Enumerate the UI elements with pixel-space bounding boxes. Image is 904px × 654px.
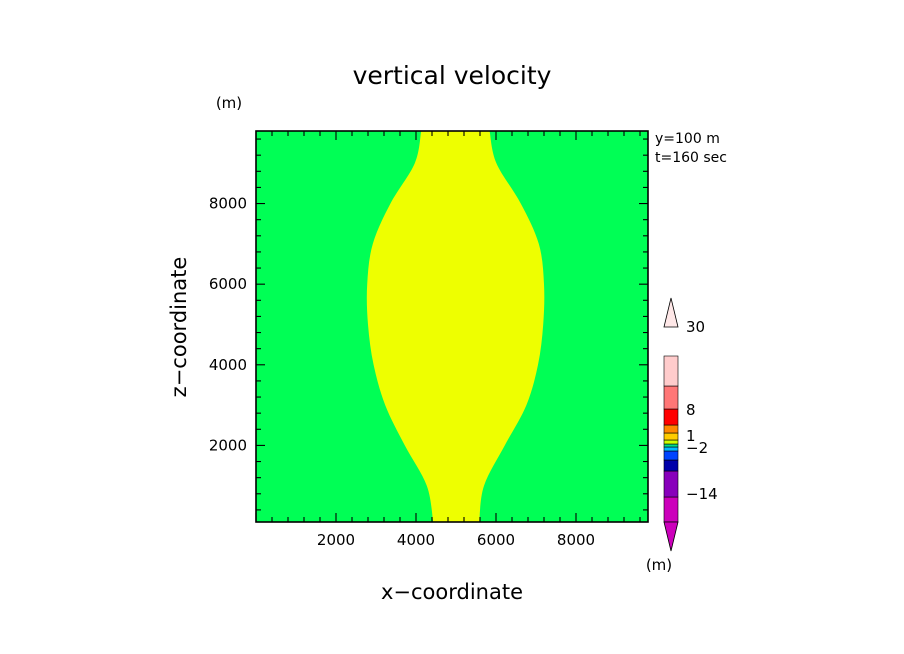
x-tick-label: 4000: [397, 531, 435, 549]
chart-title: vertical velocity: [353, 61, 552, 90]
tick-marks: [255, 131, 648, 522]
x-tick-label: 8000: [557, 531, 595, 549]
x-tick-label: 6000: [477, 531, 515, 549]
updraft-region: [366, 131, 545, 522]
colorbar: 30 8 1−2 −14: [663, 297, 718, 552]
colorbar-bottom-arrow: [663, 521, 679, 552]
plot-area: 2000 4000 6000 8000 2000 4000 6000 8000: [209, 130, 649, 549]
colorbar-segment: [663, 439, 679, 445]
colorbar-segment: [663, 496, 679, 523]
colorbar-segment: [663, 459, 679, 472]
colorbar-segment: [663, 355, 679, 387]
annotation-y-position: y=100 m: [655, 131, 720, 147]
colorbar-top-arrow: [663, 297, 679, 328]
colorbar-label: −14: [686, 485, 718, 503]
x-axis-label: x−coordinate: [381, 580, 523, 604]
annotation-time: t=160 sec: [655, 150, 727, 166]
colorbar-label: 1: [686, 427, 696, 445]
y-tick-label: 4000: [209, 356, 247, 374]
colorbar-segment: [663, 432, 679, 441]
colorbar-segment: [663, 450, 679, 461]
colorbar-label: 30: [686, 318, 705, 336]
colorbar-segment: [663, 443, 679, 448]
colorbar-segment: [663, 385, 679, 410]
colorbar-segment: [663, 446, 679, 452]
colorbar-segment: [663, 408, 679, 426]
colorbar-unit: (m): [646, 556, 672, 574]
colorbar-segment: [663, 424, 679, 434]
plot-frame: [255, 130, 649, 523]
x-tick-label: 2000: [317, 531, 355, 549]
colorbar-segment: [663, 470, 679, 498]
colorbar-label: −2: [686, 439, 708, 457]
y-tick-label: 6000: [209, 275, 247, 293]
y-axis-unit: (m): [216, 94, 242, 112]
y-tick-label: 8000: [209, 195, 247, 213]
colorbar-label: 8: [686, 401, 696, 419]
y-tick-label: 2000: [209, 436, 247, 454]
y-axis-label: z−coordinate: [167, 257, 191, 398]
